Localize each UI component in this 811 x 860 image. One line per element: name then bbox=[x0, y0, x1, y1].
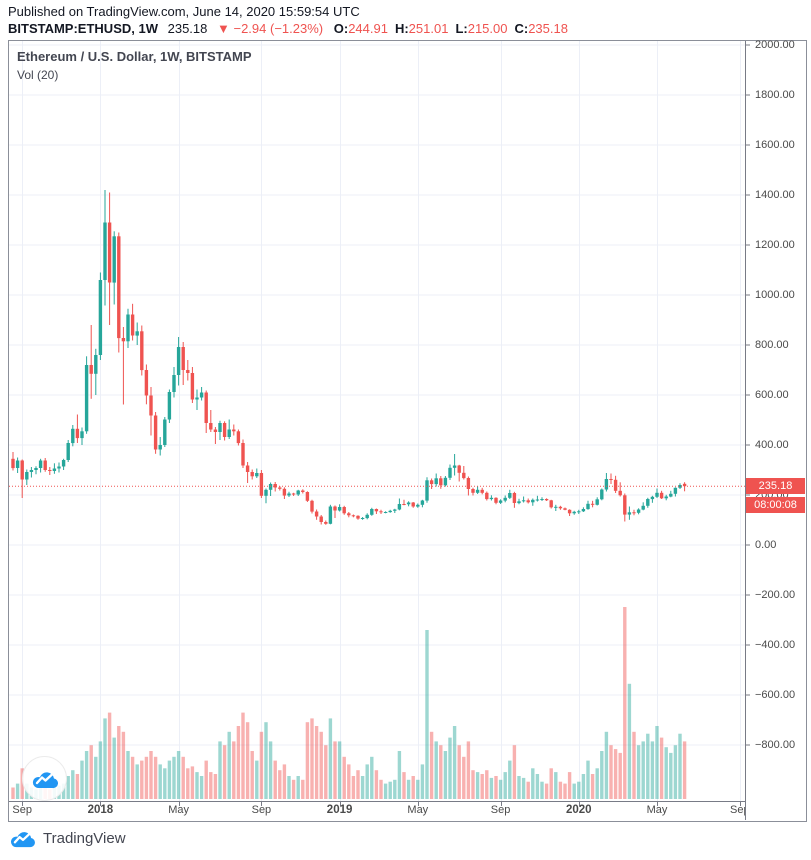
price-axis-tick bbox=[746, 444, 750, 446]
time-axis-tick bbox=[22, 802, 23, 806]
volume-bars bbox=[11, 607, 687, 799]
time-axis-label: May bbox=[646, 804, 668, 816]
time-axis-label: May bbox=[168, 804, 189, 816]
price-axis-tick bbox=[746, 594, 750, 596]
price-axis-label: 1200.00 bbox=[755, 239, 795, 251]
time-axis-label: Sep bbox=[490, 804, 511, 816]
price-axis-tick bbox=[746, 694, 750, 696]
price-axis-label: 1800.00 bbox=[755, 89, 795, 101]
price-axis-label: 600.00 bbox=[755, 389, 789, 401]
tradingview-cloud-icon bbox=[32, 771, 58, 788]
price-axis-label: 800.00 bbox=[755, 339, 789, 351]
price-axis-tick bbox=[746, 194, 750, 196]
footer: TradingView bbox=[10, 828, 126, 849]
price-axis-label: 1600.00 bbox=[755, 139, 795, 151]
time-axis-label: Sep bbox=[12, 804, 32, 816]
symbol-name: BITSTAMP:ETHUSD, 1W bbox=[8, 21, 158, 36]
time-axis-tick bbox=[261, 802, 262, 806]
ohlc-pair: H:251.01 bbox=[394, 21, 449, 36]
time-axis-label: Sep bbox=[251, 804, 272, 816]
time-axis-tick bbox=[579, 802, 580, 806]
time-axis-tick bbox=[100, 802, 101, 806]
price-axis-tick bbox=[746, 244, 750, 246]
ohlc-pair: O:244.91 bbox=[333, 21, 388, 36]
price-axis-tick bbox=[746, 144, 750, 146]
price-axis-label: −200.00 bbox=[755, 589, 796, 601]
published-line: Published on TradingView.com, June 14, 2… bbox=[8, 4, 360, 19]
time-axis-tick bbox=[179, 802, 180, 806]
price-axis-tick bbox=[746, 294, 750, 296]
price-axis-tick bbox=[746, 44, 750, 46]
price-chart-svg[interactable] bbox=[9, 41, 745, 801]
price-change: ▼ −2.94 (−1.23%) bbox=[217, 21, 324, 36]
tradingview-watermark-badge bbox=[22, 756, 67, 801]
price-axis-tick bbox=[746, 344, 750, 346]
price-axis[interactable]: 2000.00 1800.00 1600.00 1400.00 1200.00 1000.… bbox=[745, 39, 806, 820]
price-axis-tick bbox=[746, 744, 750, 746]
price-axis-tick bbox=[746, 644, 750, 646]
time-axis-tick bbox=[740, 802, 741, 806]
time-axis-tick bbox=[657, 802, 658, 806]
tradingview-brand-text[interactable]: TradingView bbox=[43, 830, 126, 847]
candlesticks bbox=[11, 190, 687, 525]
time-axis-tick bbox=[418, 802, 419, 806]
price-axis-label: −400.00 bbox=[755, 639, 796, 651]
chart-widget: Ethereum / U.S. Dollar, 1W, BITSTAMP Vol… bbox=[8, 39, 807, 822]
ohlc-pair: C:235.18 bbox=[514, 21, 568, 36]
time-axis[interactable]: Sep 2018 May Sep 2019 May Sep 2020 May Sep bbox=[9, 801, 745, 821]
tradingview-logo-icon[interactable] bbox=[10, 828, 35, 849]
price-axis-label: −600.00 bbox=[755, 689, 796, 701]
price-axis-tick bbox=[746, 394, 750, 396]
price-axis-tick bbox=[746, 544, 750, 546]
bar-countdown-tag: 08:00:08 bbox=[746, 497, 805, 514]
price-axis-label: 2000.00 bbox=[755, 39, 795, 51]
price-axis-label: 400.00 bbox=[755, 439, 789, 451]
time-axis-label: 2019 bbox=[326, 804, 353, 816]
time-axis-label: 2020 bbox=[566, 804, 592, 816]
price-axis-label: 0.00 bbox=[755, 539, 777, 551]
price-axis-label: 1000.00 bbox=[755, 289, 795, 301]
price-axis-label: −800.00 bbox=[755, 739, 796, 751]
last-price: 235.18 bbox=[167, 21, 208, 36]
price-axis-tick bbox=[746, 94, 750, 96]
time-axis-tick bbox=[340, 802, 341, 806]
ohlc-values: O:244.91 H:251.01 L:215.00 C:235.18 bbox=[327, 21, 568, 36]
time-axis-label: Sep bbox=[730, 804, 745, 816]
chart-header: Published on TradingView.com, June 14, 2… bbox=[8, 4, 803, 37]
time-axis-label: May bbox=[407, 804, 429, 816]
ohlc-pair: L:215.00 bbox=[455, 21, 508, 36]
time-axis-tick bbox=[501, 802, 502, 806]
symbol-line: BITSTAMP:ETHUSD, 1W 235.18 ▼ −2.94 (−1.2… bbox=[8, 20, 803, 37]
grid-lines bbox=[9, 41, 745, 801]
current-price-tag: 235.18 bbox=[746, 478, 805, 495]
price-axis-tick bbox=[746, 494, 750, 496]
price-axis-label: 1400.00 bbox=[755, 189, 795, 201]
time-axis-label: 2018 bbox=[87, 804, 114, 816]
